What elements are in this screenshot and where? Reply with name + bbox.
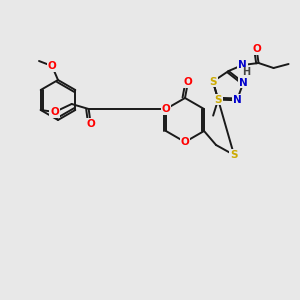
Text: N: N [239, 78, 248, 88]
Text: S: S [209, 76, 217, 86]
Text: O: O [184, 77, 192, 87]
Text: O: O [181, 137, 189, 147]
Text: O: O [48, 61, 56, 71]
Text: O: O [50, 107, 59, 117]
Text: O: O [86, 119, 95, 129]
Text: O: O [162, 104, 170, 114]
Text: N: N [238, 60, 247, 70]
Text: N: N [232, 95, 241, 105]
Text: H: H [242, 67, 250, 77]
Text: O: O [252, 44, 261, 54]
Text: S: S [214, 94, 222, 105]
Text: S: S [230, 150, 238, 160]
